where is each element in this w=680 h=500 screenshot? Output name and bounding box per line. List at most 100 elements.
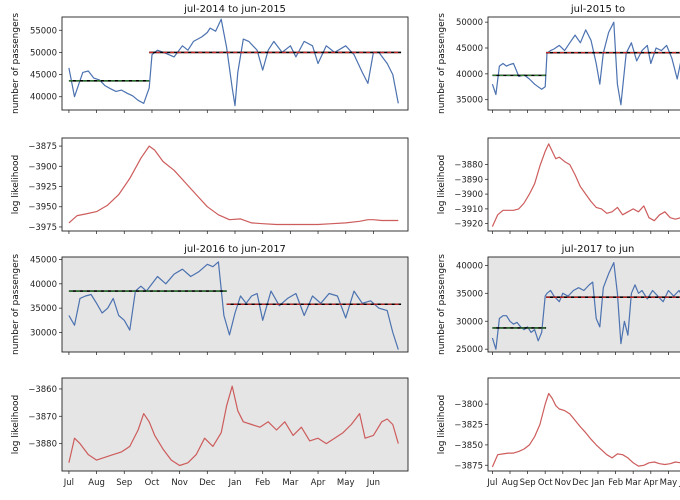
y-tick-label: −3890 xyxy=(454,175,483,185)
plot-area xyxy=(68,385,399,467)
y-tick-label: 35000 xyxy=(456,96,483,106)
x-tick-label: Sep xyxy=(116,478,132,488)
axes-frame xyxy=(61,16,409,111)
y-tick-label: 35000 xyxy=(30,304,57,314)
x-tick-label: Feb xyxy=(255,478,270,488)
plot-area xyxy=(68,145,399,226)
y-tick-label: −3920 xyxy=(454,220,483,230)
panel-3: 30000 35000 40000 45000 jul-2016 to jun-2017… xyxy=(11,244,409,355)
y-tick-label: 50000 xyxy=(456,18,483,28)
plot-area xyxy=(491,262,680,350)
y-tick-label: −3900 xyxy=(28,162,57,172)
axes-frame xyxy=(487,137,680,232)
passengers-line xyxy=(491,21,680,106)
x-tick-label: May xyxy=(660,478,678,488)
x-tick-label: Jan xyxy=(227,478,241,488)
x-tick-label: Apr xyxy=(311,478,326,488)
x-tick-label: Jul xyxy=(63,478,74,488)
x-tick-label: Jan xyxy=(590,478,604,488)
x-tick-label: Oct xyxy=(145,478,160,488)
panel-title: jul-2015 to xyxy=(570,4,625,15)
x-tick-label: Apr xyxy=(643,478,658,488)
x-tick-label: Feb xyxy=(608,478,623,488)
y-tick-label: 40000 xyxy=(456,70,483,80)
y-axis-label: number of passengers xyxy=(11,13,21,114)
x-tick-label: Jun xyxy=(366,478,380,488)
y-tick-label: 55000 xyxy=(30,26,57,36)
x-tick-label: Dec xyxy=(572,478,589,488)
axes-frame xyxy=(61,137,409,232)
y-axis-label: log likelihood xyxy=(437,155,447,214)
x-tick-label: Mar xyxy=(282,478,299,488)
y-tick-label: −3975 xyxy=(28,223,57,233)
plot-area xyxy=(491,21,680,106)
y-tick-label: 30000 xyxy=(30,329,57,339)
x-tick-label: May xyxy=(337,478,355,488)
loglik-line xyxy=(491,143,680,227)
y-tick-label: −3880 xyxy=(28,440,57,450)
axes-frame xyxy=(61,256,409,353)
x-tick-label: Oct xyxy=(538,478,553,488)
loglik-line xyxy=(68,145,399,226)
passengers-line xyxy=(68,261,399,350)
panel-4: −3880 −3870 −3860 Jul Aug Sep Oct Nov Dec Jan Feb M… xyxy=(11,377,409,488)
y-tick-label: 35000 xyxy=(456,289,483,299)
y-tick-label: −3950 xyxy=(28,203,57,213)
passengers-line xyxy=(68,18,399,107)
y-tick-label: −3870 xyxy=(28,412,57,422)
y-tick-label: 40000 xyxy=(30,280,57,290)
panel-6: −3920 −3910 −3900 −3890 −3880 log likelihood xyxy=(437,137,680,234)
x-tick-label: Nov xyxy=(555,478,572,488)
y-tick-label: −3900 xyxy=(454,190,483,200)
plot-area xyxy=(68,18,402,107)
loglik-line xyxy=(491,392,680,468)
y-tick-label: −3925 xyxy=(28,183,57,193)
y-tick-label: −3875 xyxy=(454,461,483,471)
panel-title: jul-2016 to jun-2017 xyxy=(183,244,286,255)
y-tick-label: 45000 xyxy=(30,255,57,265)
highlight-background xyxy=(488,257,680,352)
y-axis-label: log likelihood xyxy=(11,155,21,214)
y-tick-label: −3875 xyxy=(28,142,57,152)
plot-area xyxy=(68,261,402,350)
y-tick-label: −3880 xyxy=(454,161,483,171)
y-axis-label: number of passengers xyxy=(437,13,447,114)
plot-area xyxy=(491,392,680,468)
y-tick-label: −3860 xyxy=(28,385,57,395)
y-tick-label: 40000 xyxy=(30,93,57,103)
panel-2: −3975 −3950 −3925 −3900 −3875 log likelihood xyxy=(11,137,409,234)
x-tick-label: Jun xyxy=(678,478,680,488)
y-tick-label: 45000 xyxy=(456,44,483,54)
y-tick-label: 50000 xyxy=(30,48,57,58)
x-tick-label: Nov xyxy=(171,478,188,488)
axes-frame xyxy=(487,256,680,353)
plot-area xyxy=(491,143,680,227)
y-tick-label: −3825 xyxy=(454,421,483,431)
y-tick-label: −3800 xyxy=(454,400,483,410)
panel-title: jul-2014 to jun-2015 xyxy=(183,4,286,15)
x-tick-label: Sep xyxy=(520,478,536,488)
y-axis-label: log likelihood xyxy=(11,395,21,454)
y-tick-label: 40000 xyxy=(456,261,483,271)
y-tick-label: 30000 xyxy=(456,317,483,327)
y-tick-label: −3850 xyxy=(454,441,483,451)
axes-frame xyxy=(487,16,680,111)
panel-title: jul-2017 to jun xyxy=(561,244,635,255)
axes-frame xyxy=(61,377,409,472)
panel-8: −3875 −3850 −3825 −3800 Jul Aug Sep Oct Nov Dec Ja… xyxy=(437,377,680,488)
x-tick-label: Dec xyxy=(199,478,216,488)
y-tick-label: −3910 xyxy=(454,205,483,215)
y-axis-label: number of passengers xyxy=(11,254,21,355)
panel-1: 40000 45000 50000 55000 jul-2014 to jun-2015… xyxy=(11,4,409,114)
y-tick-label: 25000 xyxy=(456,345,483,355)
panel-7: 25000 30000 35000 40000 jul-2017 to jun numbe… xyxy=(437,244,680,355)
axes-frame xyxy=(487,377,680,472)
x-tick-label: Jul xyxy=(486,478,497,488)
panel-5: 35000 40000 45000 50000 jul-2015 to number of… xyxy=(437,4,680,114)
y-axis-label: log likelihood xyxy=(437,395,447,454)
x-tick-label: Mar xyxy=(625,478,642,488)
x-tick-label: Aug xyxy=(502,478,519,488)
x-tick-label: Aug xyxy=(88,478,105,488)
highlight-background xyxy=(62,378,408,471)
